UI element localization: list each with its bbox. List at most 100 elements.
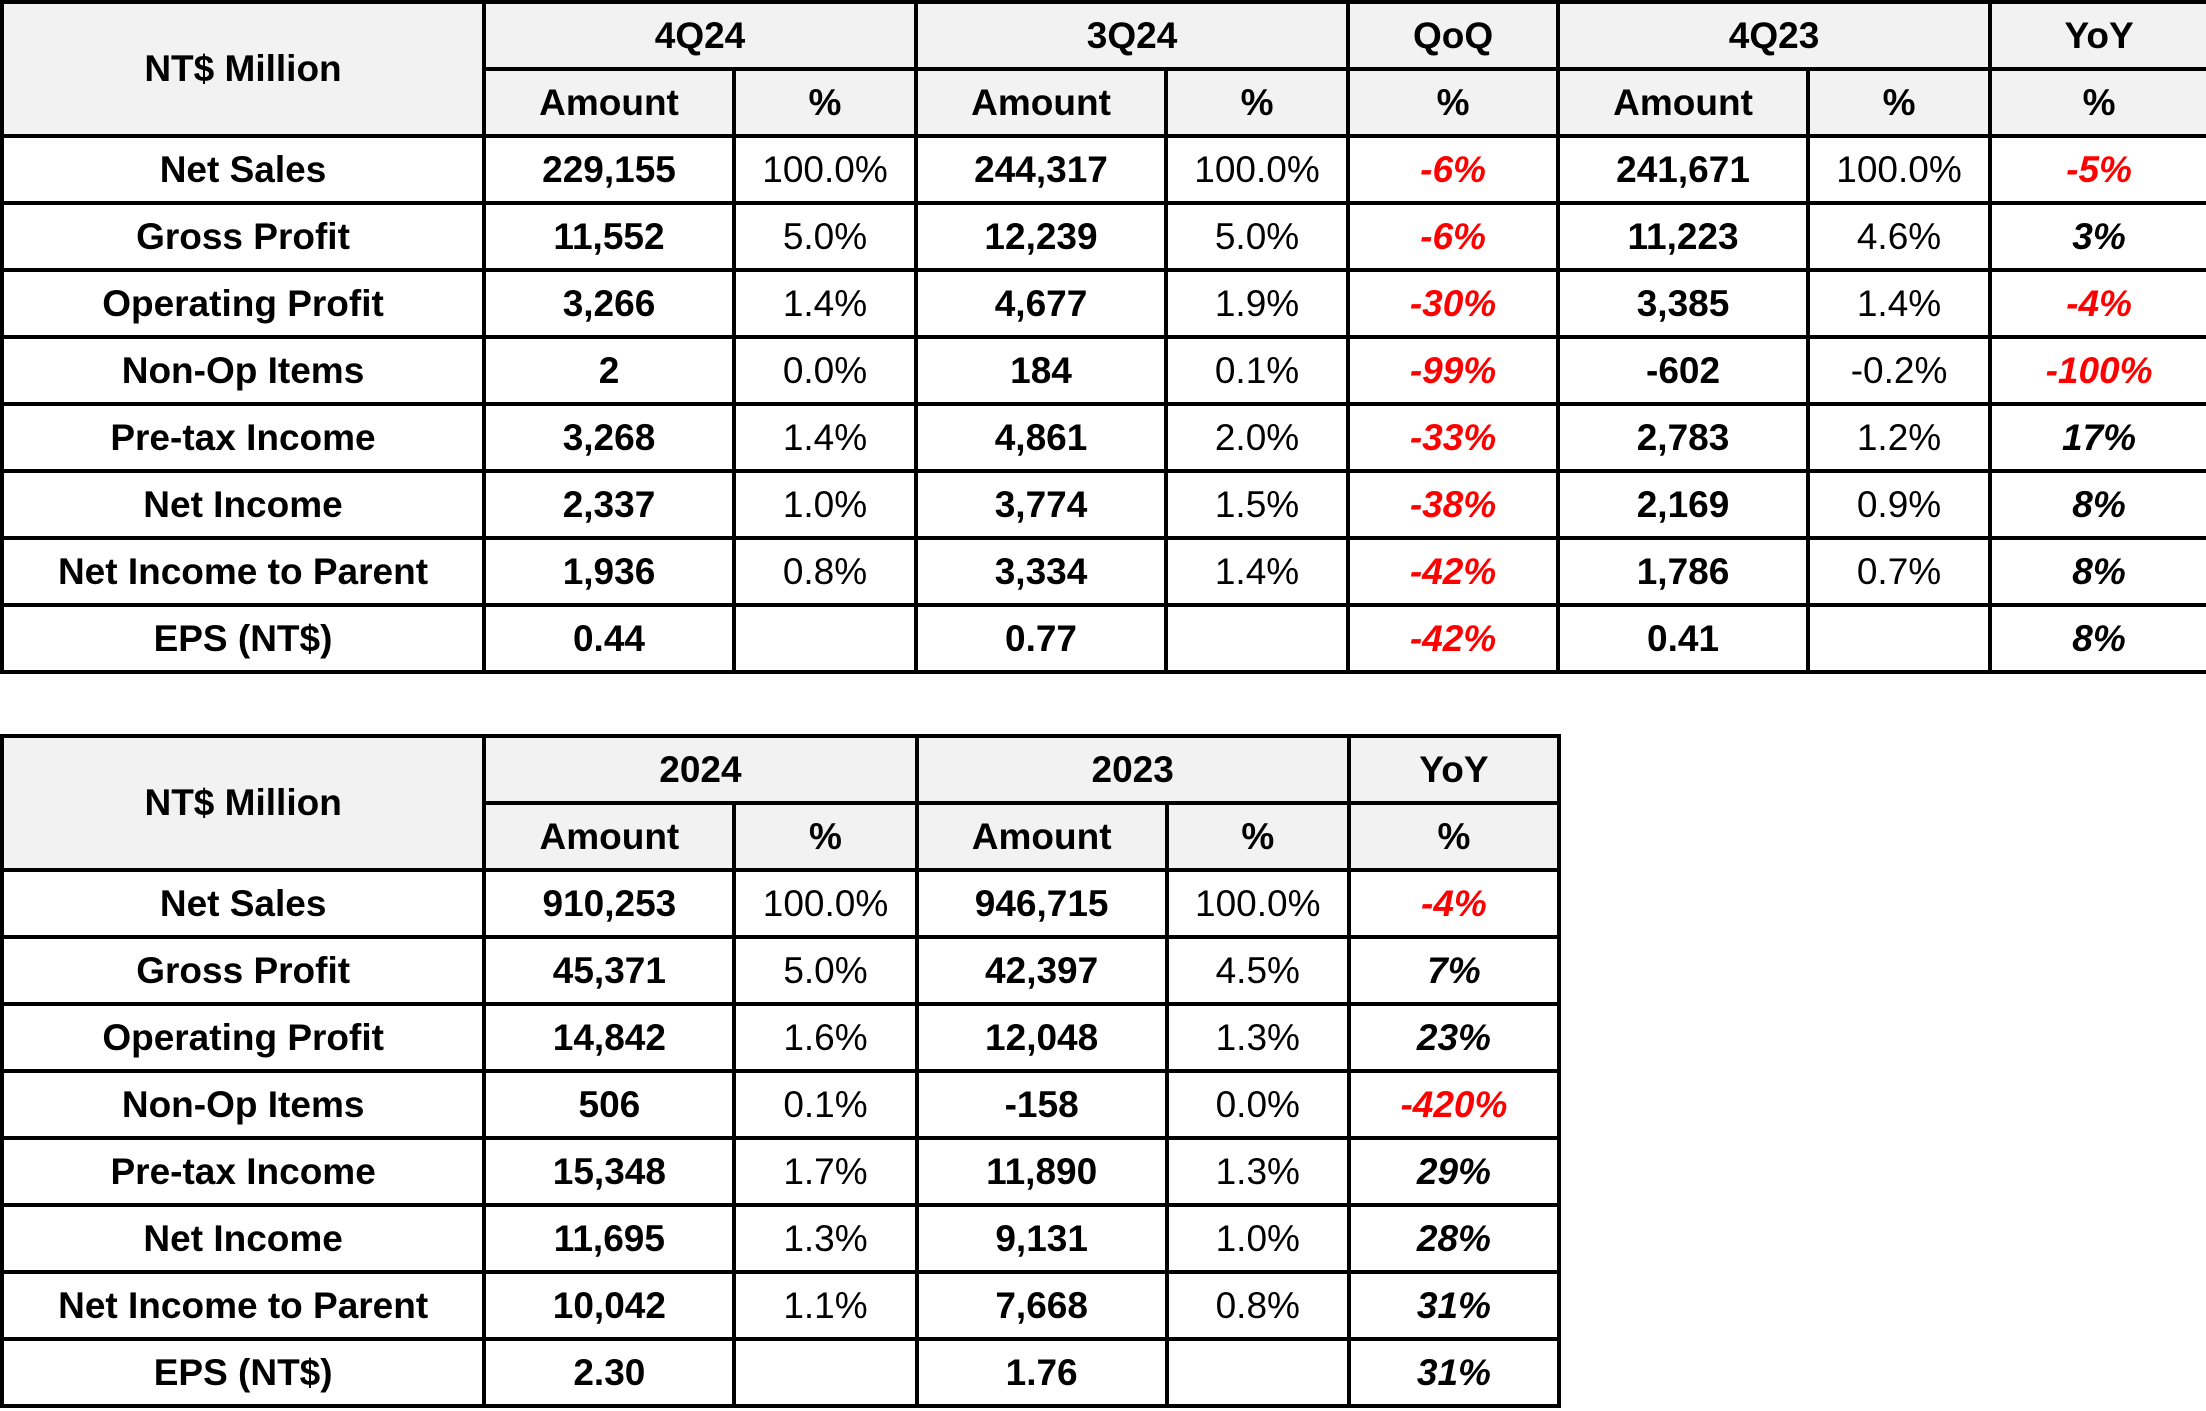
amount-cell: 3,774 [914, 469, 1169, 540]
table-row: Net Income 2,337 1.0% 3,774 1.5% -38% 2,169 0.9… [0, 469, 2206, 540]
change-cell: -33% [1346, 402, 1561, 473]
amount-cell: 241,671 [1556, 134, 1811, 205]
amount-cell: 1.76 [914, 1337, 1169, 1408]
percent-cell: 2.0% [1164, 402, 1351, 473]
change-cell: 3% [1988, 201, 2206, 272]
amount-cell: 3,268 [482, 402, 736, 473]
amount-cell: 11,552 [482, 201, 736, 272]
table-row: Operating Profit 14,842 1.6% 12,048 1.3% 23% [0, 1002, 1562, 1073]
percent-cell: 1.7% [732, 1136, 919, 1207]
percent-cell [1164, 603, 1351, 674]
amount-cell: 2.30 [482, 1337, 737, 1408]
amount-cell: 11,695 [482, 1203, 737, 1274]
percent-cell: 1.4% [1164, 536, 1351, 607]
table-row: Non-Op Items 2 0.0% 184 0.1% -99% -602 -0.2% -10… [0, 335, 2206, 406]
percent-cell: 0.0% [731, 335, 919, 406]
percent-cell: 1.6% [732, 1002, 919, 1073]
subheader-percent: % [1164, 67, 1351, 138]
amount-cell: 2 [482, 335, 736, 406]
row-label: Net Income [0, 1203, 487, 1274]
change-cell: 8% [1988, 536, 2206, 607]
change-cell: -6% [1346, 134, 1561, 205]
change-cell: 28% [1346, 1203, 1562, 1274]
change-cell: -5% [1988, 134, 2206, 205]
table-row: Net Sales 910,253 100.0% 946,715 100.0% -4% [0, 868, 1562, 939]
subheader-percent: % [1988, 67, 2206, 138]
percent-cell: 100.0% [1164, 134, 1351, 205]
amount-cell: -602 [1556, 335, 1811, 406]
amount-cell: 0.77 [914, 603, 1169, 674]
change-cell: 31% [1346, 1337, 1562, 1408]
percent-cell [1806, 603, 1993, 674]
percent-cell: 1.3% [1164, 1136, 1351, 1207]
amount-cell: 2,783 [1556, 402, 1811, 473]
percent-cell: 0.1% [732, 1069, 919, 1140]
period-header-qoq: QoQ [1346, 0, 1561, 71]
amount-cell: 3,334 [914, 536, 1169, 607]
percent-cell: 1.2% [1806, 402, 1993, 473]
percent-cell: 0.0% [1164, 1069, 1351, 1140]
quarterly-income-table: NT$ Million 4Q24 3Q24 QoQ 4Q23 YoY Amoun… [0, 0, 2206, 674]
percent-cell: 5.0% [732, 935, 919, 1006]
subheader-amount: Amount [914, 67, 1169, 138]
amount-cell: 3,266 [482, 268, 736, 339]
percent-cell: 1.4% [731, 402, 919, 473]
change-cell: 17% [1988, 402, 2206, 473]
amount-cell: 4,677 [914, 268, 1169, 339]
change-cell: 29% [1346, 1136, 1562, 1207]
row-label: Gross Profit [0, 201, 486, 272]
amount-cell: 42,397 [914, 935, 1169, 1006]
amount-cell: 12,048 [914, 1002, 1169, 1073]
period-header-yoy: YoY [1988, 0, 2206, 71]
row-label: Net Sales [0, 868, 487, 939]
change-cell: -100% [1988, 335, 2206, 406]
amount-cell: 4,861 [914, 402, 1169, 473]
subheader-amount: Amount [482, 801, 737, 872]
table-row: Gross Profit 45,371 5.0% 42,397 4.5% 7% [0, 935, 1562, 1006]
subheader-percent: % [1346, 67, 1561, 138]
unit-label: NT$ Million [0, 734, 487, 872]
percent-cell: 1.1% [732, 1270, 919, 1341]
period-header-4q23: 4Q23 [1556, 0, 1993, 71]
percent-cell [731, 603, 919, 674]
table-row: Net Income to Parent 1,936 0.8% 3,334 1.4% -4… [0, 536, 2206, 607]
amount-cell: 1,936 [482, 536, 736, 607]
subheader-amount: Amount [1556, 67, 1811, 138]
subheader-percent: % [732, 801, 919, 872]
row-label: Non-Op Items [0, 335, 486, 406]
row-label: Net Income [0, 469, 486, 540]
change-cell: -42% [1346, 603, 1561, 674]
percent-cell: 4.6% [1806, 201, 1993, 272]
percent-cell: -0.2% [1806, 335, 1993, 406]
amount-cell: 11,890 [914, 1136, 1169, 1207]
change-cell: -99% [1346, 335, 1561, 406]
percent-cell: 0.8% [731, 536, 919, 607]
row-label: Non-Op Items [0, 1069, 487, 1140]
percent-cell: 1.4% [1806, 268, 1993, 339]
period-header-2024: 2024 [482, 734, 919, 805]
amount-cell: 15,348 [482, 1136, 737, 1207]
row-label: Pre-tax Income [0, 402, 486, 473]
table-row: EPS (NT$) 2.30 1.76 31% [0, 1337, 1562, 1408]
subheader-amount: Amount [482, 67, 736, 138]
change-cell: 31% [1346, 1270, 1562, 1341]
change-cell: 23% [1346, 1002, 1562, 1073]
row-label: Operating Profit [0, 268, 486, 339]
row-label: Pre-tax Income [0, 1136, 487, 1207]
annual-income-table: NT$ Million 2024 2023 YoY Amount % Amoun… [0, 734, 1562, 1408]
percent-cell [1164, 1337, 1351, 1408]
subheader-percent: % [731, 67, 919, 138]
percent-cell: 0.8% [1164, 1270, 1351, 1341]
amount-cell: 244,317 [914, 134, 1169, 205]
percent-cell: 1.5% [1164, 469, 1351, 540]
amount-cell: 2,337 [482, 469, 736, 540]
percent-cell: 100.0% [732, 868, 919, 939]
row-label: Gross Profit [0, 935, 487, 1006]
amount-cell: 946,715 [914, 868, 1169, 939]
percent-cell: 1.9% [1164, 268, 1351, 339]
percent-cell: 100.0% [731, 134, 919, 205]
amount-cell: 0.44 [482, 603, 736, 674]
table-row: Net Sales 229,155 100.0% 244,317 100.0% -6% 24… [0, 134, 2206, 205]
amount-cell: -158 [914, 1069, 1169, 1140]
row-label: EPS (NT$) [0, 603, 486, 674]
